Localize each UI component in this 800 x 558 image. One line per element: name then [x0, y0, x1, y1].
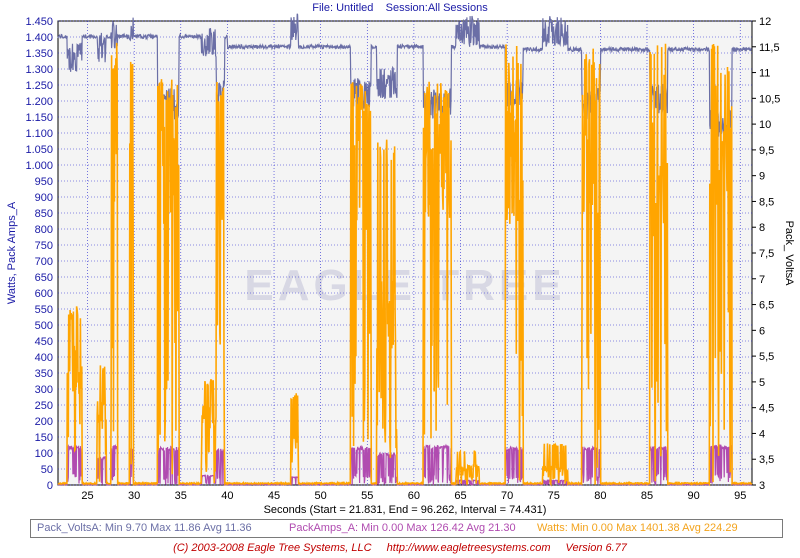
left-tick-label: 400	[35, 352, 53, 364]
right-tick-label: 3	[759, 480, 765, 492]
x-tick-label: 85	[641, 490, 653, 502]
x-tick-label: 80	[594, 490, 606, 502]
x-tick-label: 75	[548, 490, 560, 502]
x-tick-label: 55	[361, 490, 373, 502]
x-tick-label: 60	[408, 490, 420, 502]
left-tick-label: 800	[35, 224, 53, 236]
left-tick-label: 300	[35, 384, 53, 396]
x-tick-label: 65	[454, 490, 466, 502]
watermark-logo: EAGLE TREE	[244, 261, 565, 310]
right-tick-label: 11	[759, 68, 770, 80]
right-tick-label: 12	[759, 16, 771, 28]
left-tick-label: 700	[35, 256, 53, 268]
left-tick-label: 150	[35, 432, 53, 444]
left-tick-label: 850	[35, 208, 53, 220]
right-tick-label: 7	[759, 274, 765, 286]
right-tick-label: 7,5	[759, 248, 774, 260]
right-tick-label: 10,5	[759, 93, 780, 105]
left-tick-label: 1.350	[25, 48, 53, 60]
right-tick-label: 5	[759, 377, 765, 389]
x-tick-label: 50	[315, 490, 327, 502]
footer-version: Version 6.77	[565, 542, 627, 554]
x-tick-label: 25	[81, 490, 93, 502]
footer: (C) 2003-2008 Eagle Tree Systems, LLC ht…	[0, 542, 800, 554]
left-tick-label: 900	[35, 192, 53, 204]
left-tick-label: 50	[41, 464, 53, 476]
right-tick-label: 8,5	[759, 196, 774, 208]
legend-statistics: Pack_VoltsA: Min 9.70 Max 11.86 Avg 11.3…	[30, 519, 783, 538]
right-tick-label: 11,5	[759, 42, 780, 54]
x-tick-label: 90	[687, 490, 699, 502]
left-tick-label: 500	[35, 320, 53, 332]
file-label: File: Untitled	[312, 2, 374, 14]
x-tick-label: 95	[734, 490, 746, 502]
left-tick-label: 650	[35, 272, 53, 284]
session-label: Session:All Sessions	[385, 2, 488, 14]
left-tick-label: 450	[35, 336, 53, 348]
left-tick-label: 600	[35, 288, 53, 300]
left-tick-label: 100	[35, 448, 53, 460]
right-tick-label: 9,5	[759, 145, 774, 157]
left-tick-label: 1.050	[25, 144, 53, 156]
right-tick-label: 9	[759, 171, 765, 183]
x-tick-label: 70	[501, 490, 513, 502]
left-tick-label: 1.250	[25, 80, 53, 92]
left-tick-label: 750	[35, 240, 53, 252]
left-tick-label: 950	[35, 176, 53, 188]
x-tick-label: 45	[268, 490, 280, 502]
left-tick-label: 350	[35, 368, 53, 380]
right-tick-label: 3,5	[759, 454, 774, 466]
left-tick-label: 1.300	[25, 64, 53, 76]
left-tick-label: 1.150	[25, 112, 53, 124]
x-axis-title: Seconds (Start = 21.831, End = 96.262, I…	[264, 504, 547, 516]
x-tick-label: 35	[175, 490, 187, 502]
left-axis-title: Watts, Pack Amps_A	[6, 201, 18, 304]
left-tick-label: 1.200	[25, 96, 53, 108]
series-watts	[57, 42, 753, 487]
legend-watts: Watts: Min 0.00 Max 1401.38 Avg 224.29	[537, 522, 738, 534]
chart-header: File: Untitled Session:All Sessions	[0, 2, 800, 14]
right-axis-title: Pack_ VoltsA	[783, 221, 795, 286]
right-tick-label: 6	[759, 325, 765, 337]
right-tick-label: 8	[759, 222, 765, 234]
series-pack-volts	[57, 13, 753, 140]
footer-url[interactable]: http://www.eagletreesystems.com	[386, 542, 551, 554]
footer-copyright: (C) 2003-2008 Eagle Tree Systems, LLC	[173, 542, 372, 554]
left-tick-label: 250	[35, 400, 53, 412]
right-tick-label: 5,5	[759, 351, 774, 363]
right-tick-label: 4,5	[759, 403, 774, 415]
right-tick-label: 10	[759, 119, 771, 131]
x-tick-label: 40	[221, 490, 233, 502]
left-tick-label: 200	[35, 416, 53, 428]
left-tick-label: 1.400	[25, 32, 53, 44]
left-tick-label: 1.000	[25, 160, 53, 172]
left-tick-label: 1.100	[25, 128, 53, 140]
x-tick-label: 30	[128, 490, 140, 502]
legend-amps: PackAmps_A: Min 0.00 Max 126.42 Avg 21.3…	[289, 522, 516, 534]
legend-volts: Pack_VoltsA: Min 9.70 Max 11.86 Avg 11.3…	[37, 522, 252, 534]
right-tick-label: 4	[759, 428, 765, 440]
left-tick-label: 1.450	[25, 16, 53, 28]
left-tick-label: 550	[35, 304, 53, 316]
left-tick-label: 0	[47, 480, 53, 492]
right-tick-label: 6,5	[759, 300, 774, 312]
